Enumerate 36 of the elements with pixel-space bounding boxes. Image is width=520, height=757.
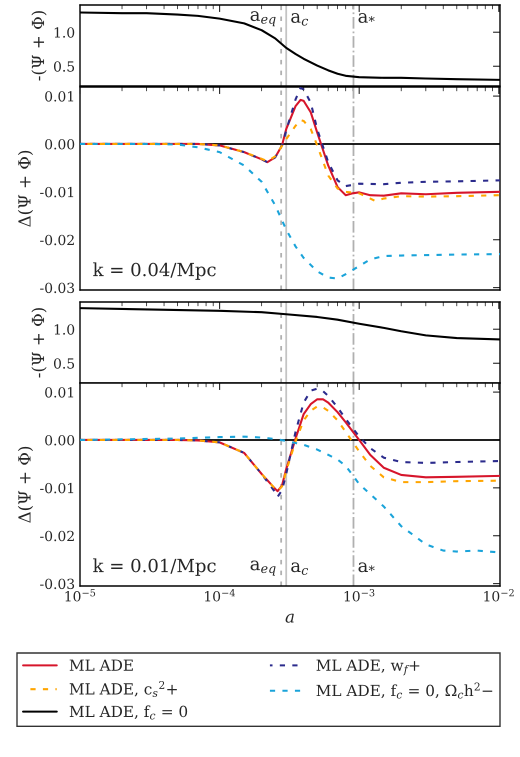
x-tick-label: 10$^{−3}$ — [344, 589, 374, 602]
ref-line-label: a$_{eq}$ — [250, 11, 276, 26]
y-tick-label: 0.00 — [45, 138, 74, 150]
x-tick-label: 10$^{−5}$ — [65, 589, 96, 602]
y-tick-label: 0.5 — [54, 358, 74, 369]
y-tick-label: -0.01 — [40, 482, 74, 494]
legend-label: ML ADE, c$_{s}$$^{2}$+ — [70, 680, 177, 697]
legend-label: ML ADE, f$_{c}$ = 0 — [70, 705, 188, 720]
y-tick-label: 1.0 — [54, 27, 74, 38]
ref-line-label: a$_{eq}$ — [250, 560, 276, 576]
y-tick-label: -0.02 — [40, 234, 74, 246]
ref-line-label: a$_{*}$ — [358, 13, 375, 23]
legend-label: ML ADE, w$_{f}$+ — [316, 660, 420, 676]
y-tick-label: 0.01 — [45, 91, 74, 102]
y-tick-label: -0.01 — [40, 186, 74, 198]
y-tick-label: -0.02 — [40, 530, 74, 542]
legend-label: ML ADE, f$_{c}$ = 0, Ω$_{c}$h$^{2}$− — [316, 682, 492, 699]
x-axis-title: a — [286, 614, 294, 623]
legend-label: ML ADE — [70, 660, 133, 671]
y-tick-label: -0.03 — [40, 282, 74, 294]
y-tick-label: -0.03 — [40, 578, 74, 590]
y-axis-title: Δ(Ψ + Φ) — [18, 150, 34, 227]
y-tick-label: 0.01 — [45, 387, 74, 398]
x-tick-label: 10$^{−2}$ — [484, 589, 514, 602]
y-tick-label: 1.0 — [54, 324, 74, 335]
y-tick-label: 0.5 — [54, 61, 74, 72]
y-tick-label: 0.00 — [45, 434, 74, 446]
x-tick-label: 10$^{−4}$ — [205, 589, 235, 602]
annotation: k = 0.04/Mpc — [93, 262, 216, 280]
ref-line-label: a$_{c}$ — [291, 13, 308, 26]
annotation: k = 0.01/Mpc — [93, 558, 216, 576]
y-axis-title: -(Ψ + Φ) — [31, 308, 47, 378]
ref-line-label: a$_{c}$ — [291, 562, 308, 575]
y-axis-title: Δ(Ψ + Φ) — [18, 446, 34, 523]
ref-line-label: a$_{*}$ — [358, 562, 375, 572]
y-axis-title: -(Ψ + Φ) — [31, 11, 47, 81]
